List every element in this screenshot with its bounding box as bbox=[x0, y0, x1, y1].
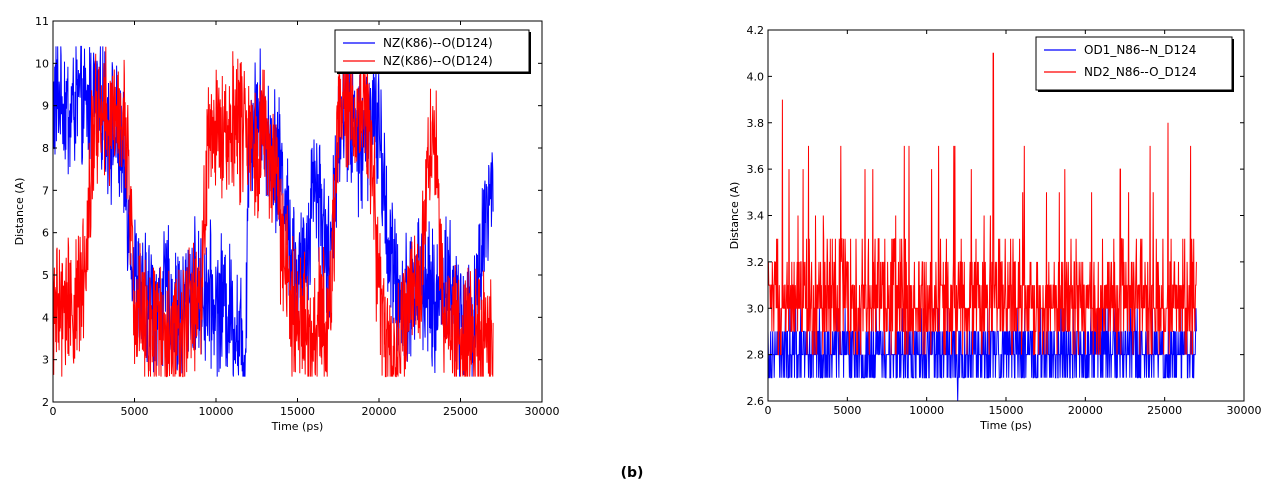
y-tick-label: 9 bbox=[42, 100, 49, 113]
x-tick-label: 25000 bbox=[443, 405, 478, 418]
y-tick-label: 3.6 bbox=[747, 163, 765, 176]
y-axis-label: Distance (A) bbox=[728, 182, 741, 250]
y-tick-label: 10 bbox=[35, 57, 49, 70]
legend-label: NZ(K86)--O(D124) bbox=[383, 54, 493, 68]
y-tick-label: 2.6 bbox=[747, 395, 765, 408]
legend-label: ND2_N86--O_D124 bbox=[1084, 65, 1197, 79]
legend: NZ(K86)--O(D124) NZ(K86)--O(D124) bbox=[334, 29, 531, 74]
x-tick-label: 15000 bbox=[280, 405, 315, 418]
y-tick-label: 4.0 bbox=[747, 70, 765, 83]
figure-caption: (b) bbox=[620, 465, 644, 481]
legend-label: OD1_N86--N_D124 bbox=[1084, 43, 1196, 57]
x-tick-label: 0 bbox=[50, 405, 57, 418]
legend-label: NZ(K86)--O(D124) bbox=[383, 36, 493, 50]
x-tick-label: 20000 bbox=[1068, 404, 1103, 417]
y-tick-label: 2.8 bbox=[747, 349, 765, 362]
chart-2: 0 5000 10000 15000 20000 25000 30000 2.6 2.8 3.0 3… bbox=[728, 24, 1262, 432]
x-tick-label: 15000 bbox=[989, 404, 1024, 417]
x-tick-label: 30000 bbox=[525, 405, 560, 418]
chart-1: 0 5000 10000 15000 20000 25000 30000 2 3 4 5 6 7 8 9 10… bbox=[13, 15, 560, 433]
y-tick-label: 3.4 bbox=[747, 210, 765, 223]
x-tick-label: 5000 bbox=[833, 404, 861, 417]
y-tick-label: 7 bbox=[42, 184, 49, 197]
y-tick-label: 11 bbox=[35, 15, 49, 28]
y-tick-label: 3 bbox=[42, 354, 49, 367]
x-axis-label: Time (ps) bbox=[979, 419, 1032, 432]
x-tick-label: 5000 bbox=[121, 405, 149, 418]
y-tick-label: 3.0 bbox=[747, 302, 765, 315]
y-tick-label: 3.8 bbox=[747, 117, 765, 130]
y-tick-label: 4.2 bbox=[747, 24, 765, 37]
x-tick-label: 10000 bbox=[199, 405, 234, 418]
y-tick-label: 8 bbox=[42, 142, 49, 155]
y-tick-label: 2 bbox=[42, 396, 49, 409]
x-tick-label: 30000 bbox=[1227, 404, 1262, 417]
y-tick-label: 6 bbox=[42, 227, 49, 240]
y-axis-label: Distance (A) bbox=[13, 178, 26, 246]
legend: OD1_N86--N_D124 ND2_N86--O_D124 bbox=[1035, 36, 1234, 92]
x-tick-label: 20000 bbox=[362, 405, 397, 418]
x-tick-label: 25000 bbox=[1147, 404, 1182, 417]
y-tick-label: 4 bbox=[42, 311, 49, 324]
x-tick-label: 10000 bbox=[909, 404, 944, 417]
series-line-2 bbox=[53, 46, 494, 378]
x-tick-label: 0 bbox=[765, 404, 772, 417]
series-line-2 bbox=[768, 52, 1197, 356]
y-tick-label: 5 bbox=[42, 269, 49, 282]
x-axis-label: Time (ps) bbox=[271, 420, 324, 433]
y-tick-label: 3.2 bbox=[747, 256, 765, 269]
